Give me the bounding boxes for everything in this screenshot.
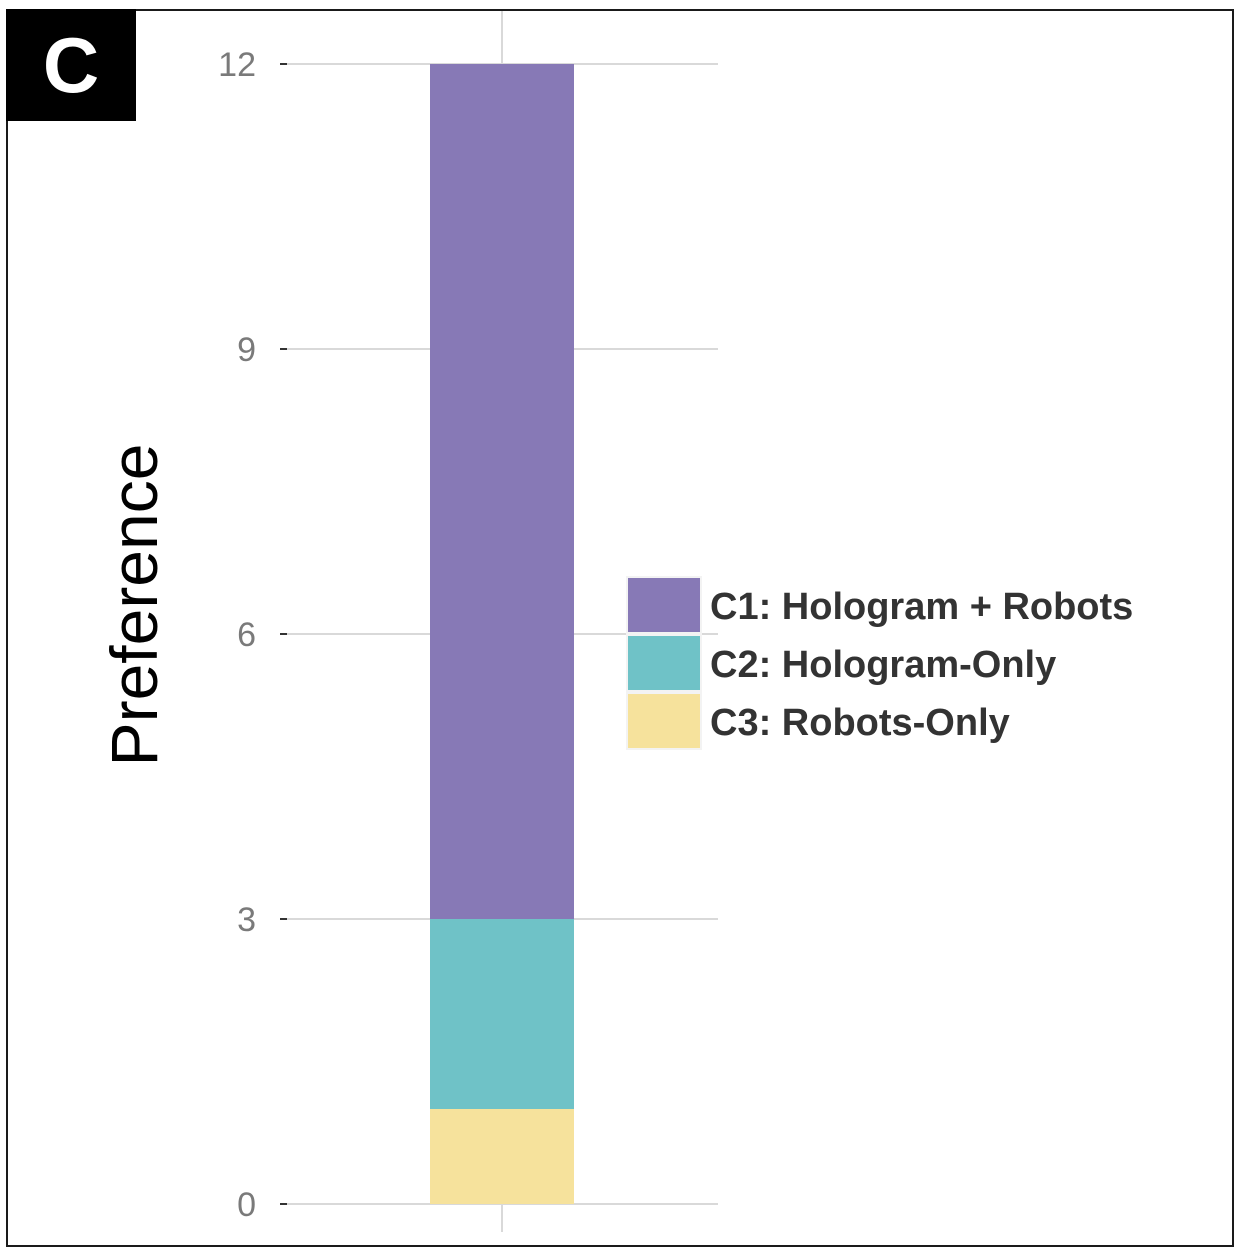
bar-segment [430, 919, 574, 1109]
bar-segment [430, 64, 574, 919]
legend-entry-label: C2: Hologram-Only [710, 644, 1056, 686]
legend: C1: Hologram + Robots C2: Hologram-Only C3… [626, 576, 1133, 750]
bar-segment [430, 1109, 574, 1204]
panel-label-badge: C [6, 9, 136, 121]
legend-entry-label: C3: Robots-Only [710, 702, 1010, 744]
bar-stack [430, 64, 574, 1204]
legend-swatch [628, 578, 700, 632]
legend-swatch [628, 694, 700, 748]
y-axis-label: Preference [97, 444, 171, 767]
y-tick-label: 12 [218, 46, 256, 84]
y-tick-label: 3 [237, 901, 256, 939]
y-tick-label: 0 [237, 1186, 256, 1224]
figure-frame [6, 9, 1234, 1247]
y-tick-label: 6 [237, 616, 256, 654]
y-tick-label: 9 [237, 331, 256, 369]
legend-swatch [628, 636, 700, 690]
legend-entry-label: C1: Hologram + Robots [710, 586, 1133, 628]
y-axis-ticks: 0 3 6 9 12 [218, 46, 287, 1224]
